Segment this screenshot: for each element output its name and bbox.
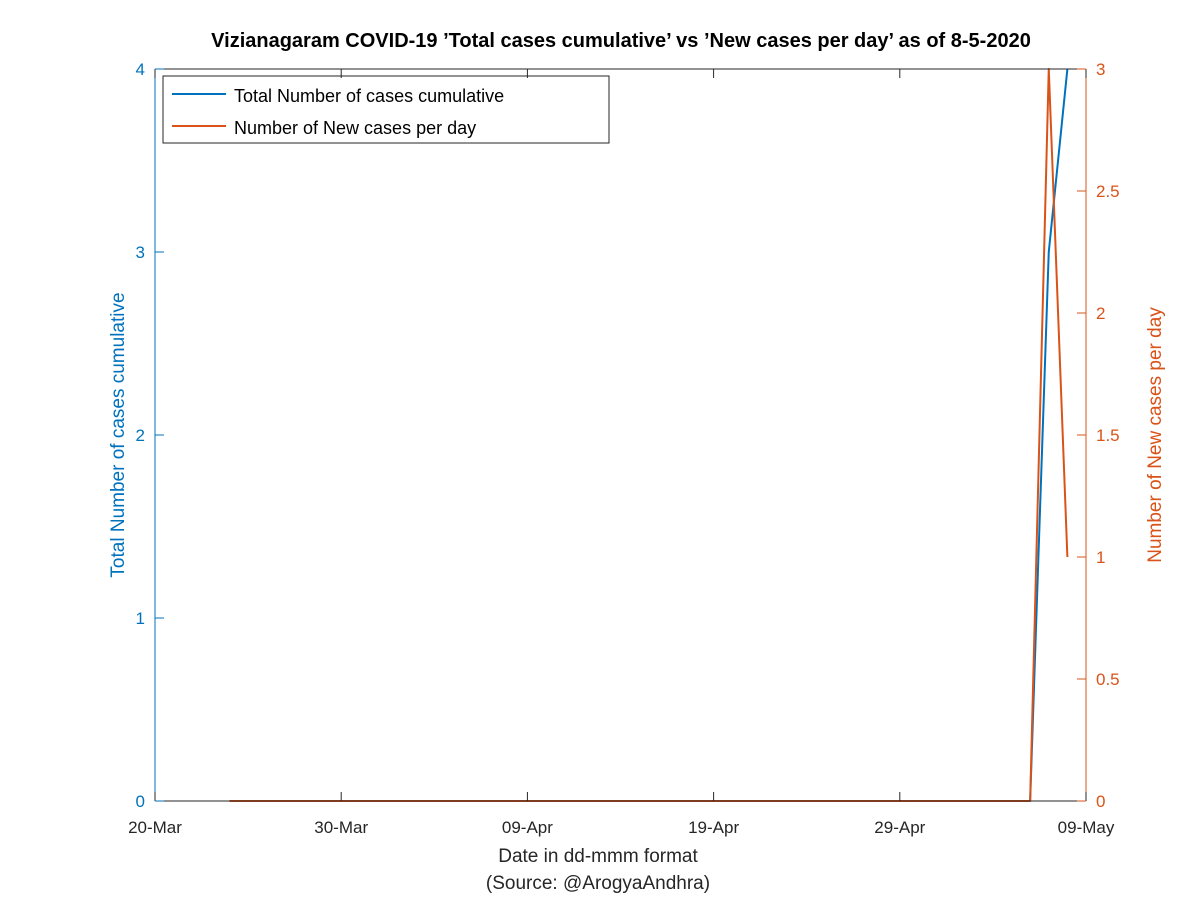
y-right-tick-label: 0.5 <box>1096 670 1120 689</box>
y-right-tick-label: 1 <box>1096 548 1105 567</box>
legend: Total Number of cases cumulative Number … <box>162 75 610 144</box>
y-left-tick-label: 0 <box>136 792 145 811</box>
x-tick-label: 09-Apr <box>502 818 553 837</box>
legend-entry-total: Total Number of cases cumulative <box>234 86 504 106</box>
y-axis-right-label: Number of New cases per day <box>1145 307 1166 563</box>
series-line-total-cumulative <box>1029 68 1069 802</box>
x-axis-source-label: (Source: @ArogyaAndhra) <box>486 873 710 894</box>
chart-title: Vizianagaram COVID-19 ’Total cases cumul… <box>211 30 1031 52</box>
y-right-tick-label: 1.5 <box>1096 426 1120 445</box>
x-tick-label: 30-Mar <box>314 818 368 837</box>
y-right-tick-label: 2.5 <box>1096 182 1120 201</box>
y-left-tick-label: 3 <box>136 243 145 262</box>
y-left-tick-label: 1 <box>136 609 145 628</box>
y-left-tick-label: 2 <box>136 426 145 445</box>
y-left-tick-label: 4 <box>136 60 145 79</box>
y-right-tick-label: 0 <box>1096 792 1105 811</box>
legend-box <box>162 75 610 144</box>
legend-entry-new: Number of New cases per day <box>234 118 476 138</box>
y-axis-left-label: Total Number of cases cumulative <box>108 292 129 577</box>
plot-area <box>155 69 1086 801</box>
x-tick-label: 09-May <box>1058 818 1115 837</box>
x-tick-label: 19-Apr <box>688 818 739 837</box>
y-right-tick-label: 3 <box>1096 60 1105 79</box>
x-axis-label: Date in dd-mmm format <box>498 846 698 867</box>
x-tick-label: 20-Mar <box>128 818 182 837</box>
x-tick-label: 29-Apr <box>874 818 925 837</box>
y-right-tick-label: 2 <box>1096 304 1105 323</box>
